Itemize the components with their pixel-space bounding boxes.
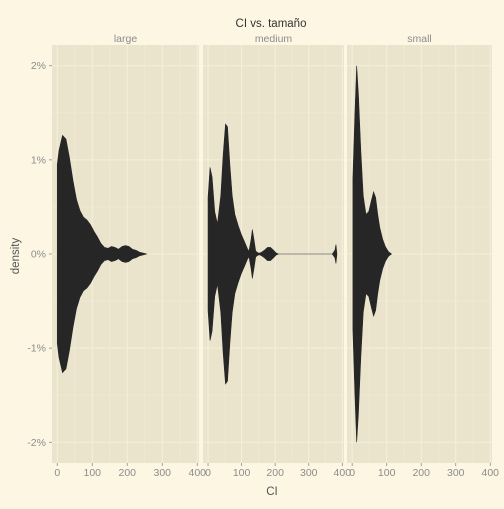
x-axis-label: CI — [266, 486, 278, 498]
x-tick-label: 300 — [447, 467, 465, 479]
facet-large: large 0 100 200 300 400 — [52, 33, 206, 479]
x-tick-label: 200 — [118, 467, 136, 479]
y-tick-label: -1% — [27, 343, 46, 355]
x-tick-label: 200 — [266, 467, 284, 479]
y-tick-label: 1% — [31, 154, 46, 166]
x-tick-label: 300 — [153, 467, 171, 479]
x-tick-label: 0 — [54, 467, 60, 479]
facet-medium: medium 0 100 200 300 400 — [203, 33, 351, 479]
x-tick-label: 0 — [205, 467, 211, 479]
y-axis-label: density — [10, 238, 22, 275]
x-tick-label: 200 — [412, 467, 430, 479]
x-tick-label: 0 — [349, 467, 355, 479]
violin-small — [352, 65, 393, 443]
facet-strip-label: small — [407, 33, 432, 45]
violin-large — [56, 134, 148, 374]
y-tick-label: 2% — [31, 60, 46, 72]
facet-small: small 0 100 200 300 400 — [347, 33, 499, 479]
y-tick-label: 0% — [31, 249, 46, 261]
x-tick-label: 400 — [334, 467, 352, 479]
x-tick-label: 100 — [378, 467, 396, 479]
x-tick-label: 400 — [188, 467, 206, 479]
chart-title: CI vs. tamaño — [236, 18, 307, 30]
y-axis: -2% -1% 0% 1% 2% — [27, 60, 52, 449]
x-tick-label: 100 — [233, 467, 251, 479]
violin-medium — [207, 123, 338, 385]
facet-strip-label: large — [114, 33, 138, 45]
x-tick-label: 300 — [300, 467, 318, 479]
x-tick-label: 100 — [83, 467, 101, 479]
y-tick-label: -2% — [27, 437, 46, 449]
x-tick-label: 400 — [482, 467, 500, 479]
facet-strip-label: medium — [255, 33, 293, 45]
